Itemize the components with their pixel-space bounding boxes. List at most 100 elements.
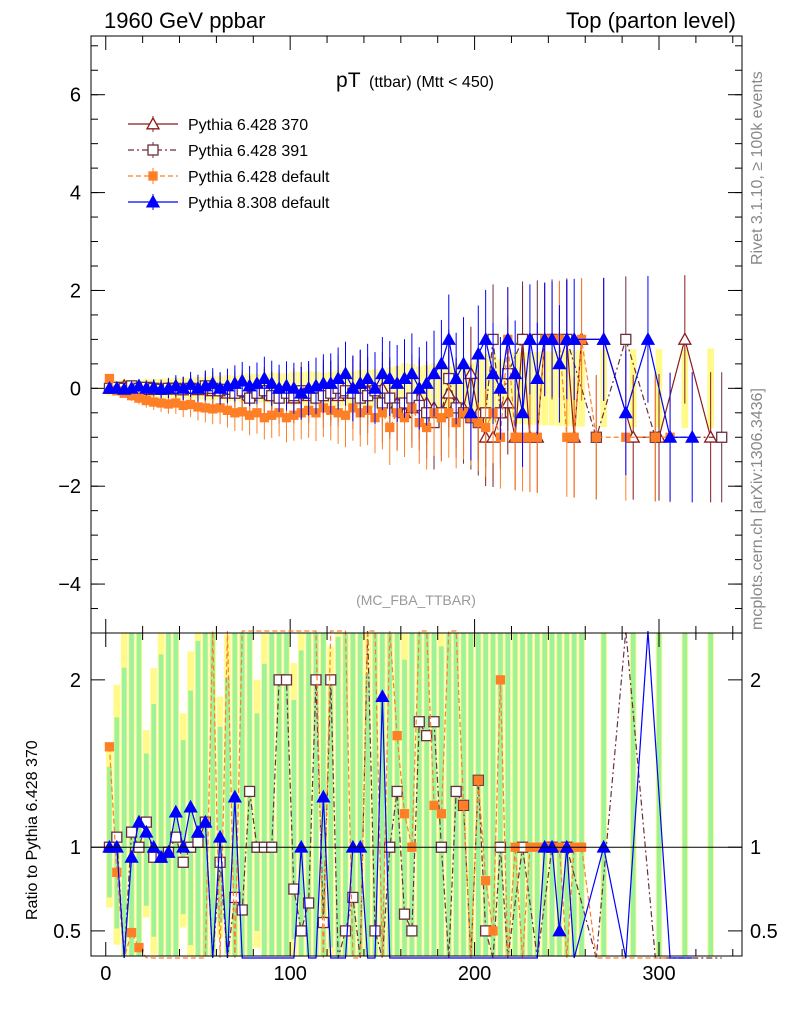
ratio-green-band [483, 633, 488, 956]
data-point [444, 408, 454, 418]
ratio-point [125, 826, 138, 838]
ratio-point [325, 674, 337, 686]
ratio-green-band [350, 633, 356, 956]
ratio-green-band [107, 766, 112, 898]
ratio-green-band [254, 713, 260, 931]
ratio-point [392, 730, 402, 741]
data-point [473, 417, 483, 428]
data-point [441, 332, 456, 345]
ratio-green-band [335, 637, 341, 956]
ratio-green-band [446, 633, 452, 956]
ratio-green-band [372, 633, 378, 956]
data-point [596, 332, 611, 345]
ratio-point [347, 891, 359, 904]
legend-marker [145, 194, 161, 208]
data-point [434, 356, 449, 370]
main-ytick-label: 2 [70, 280, 81, 302]
legend-label: Pythia 6.428 default [188, 169, 330, 186]
main-axes: −4 −2 0 2 4 6 [58, 36, 742, 634]
data-point [338, 366, 353, 380]
ratio-green-band [534, 633, 540, 956]
ratio-green-band [601, 633, 607, 956]
data-point [481, 422, 491, 433]
data-point [685, 429, 700, 443]
ratio-point [369, 925, 381, 937]
ratio-bands [106, 633, 714, 956]
ratio-green-band [195, 641, 201, 956]
ratio-point [227, 789, 242, 803]
data-point [522, 332, 538, 345]
main-ytick-label: 0 [70, 378, 81, 400]
ratio-green-band [203, 633, 208, 956]
legend-label: Pythia 6.428 391 [188, 143, 308, 160]
ratio-xtick-label: 0 [100, 963, 111, 985]
ratio-green-band [136, 633, 142, 956]
ratio-point [339, 925, 352, 937]
ratio-green-band [217, 726, 223, 923]
ratio-ytick-label-right: 0.5 [750, 921, 778, 943]
ratio-green-band [557, 633, 562, 956]
ratio-point [310, 674, 322, 686]
data-point [419, 376, 434, 389]
data-point [168, 378, 183, 392]
data-point [340, 410, 351, 420]
ratio-green-band [682, 633, 688, 956]
ratio-green-band [173, 633, 179, 956]
ratio-green-band [188, 690, 193, 946]
data-point [640, 332, 656, 345]
ratio-point [139, 824, 154, 838]
data-point [426, 366, 442, 380]
ratio-point [552, 923, 567, 937]
ratio-green-band [571, 633, 577, 956]
data-point [404, 366, 419, 380]
ratio-point [544, 839, 560, 853]
data-point [530, 371, 545, 384]
data-point [286, 380, 301, 394]
watermark: (MC_FBA_TTBAR) [356, 592, 476, 608]
data-point [662, 429, 678, 443]
ratio-green-band [564, 633, 570, 956]
data-point [436, 413, 447, 423]
data-point [569, 432, 579, 442]
mcplots-label: mcplots.cern.ch [arXiv:1306.3436] [749, 388, 766, 630]
data-point [493, 380, 508, 394]
legend-marker [145, 116, 161, 130]
chart-title-sub: (ttbar) (Mtt < 450) [369, 74, 494, 91]
ratio-ytick-label-right: 1 [750, 837, 761, 859]
data-point [382, 371, 397, 384]
ratio-green-band [269, 633, 275, 956]
ratio-green-band [579, 633, 584, 956]
ratio-point [406, 925, 418, 937]
main-ytick-label: −2 [58, 476, 81, 498]
ratio-green-band [475, 633, 481, 956]
ratio-point [302, 897, 315, 909]
ratio-point [131, 814, 147, 828]
ratio-point [295, 925, 307, 937]
ratio-green-band [158, 654, 164, 956]
ratio-point [192, 836, 204, 848]
ratio-point [398, 908, 411, 920]
ratio-green-band [416, 633, 422, 956]
ratio-point [488, 926, 498, 936]
data-point [567, 332, 582, 345]
ratio-green-band [276, 633, 282, 956]
legend: Pythia 6.428 370 Pythia 6.428 391 Pythia 6… [128, 116, 330, 212]
ratio-point [126, 927, 137, 938]
data-point [385, 422, 395, 433]
chart-title-main: pT [336, 69, 361, 92]
ratio-green-band [402, 659, 407, 956]
ratio-plot-frame [90, 632, 743, 957]
legend-entry: Pythia 6.428 370 [128, 116, 308, 134]
ratio-point [104, 742, 115, 752]
ratio-series [102, 630, 722, 959]
ratio-ytick-label-right: 2 [750, 670, 761, 692]
ratio-point [316, 789, 331, 803]
data-point [591, 432, 601, 442]
ratio-point [198, 814, 213, 828]
ratio-ytick-label: 2 [70, 670, 81, 692]
data-point [367, 380, 383, 394]
legend-entry: Pythia 8.308 default [128, 194, 330, 212]
ratio-point [473, 775, 483, 785]
data-point [205, 376, 220, 389]
data-point [471, 346, 486, 360]
